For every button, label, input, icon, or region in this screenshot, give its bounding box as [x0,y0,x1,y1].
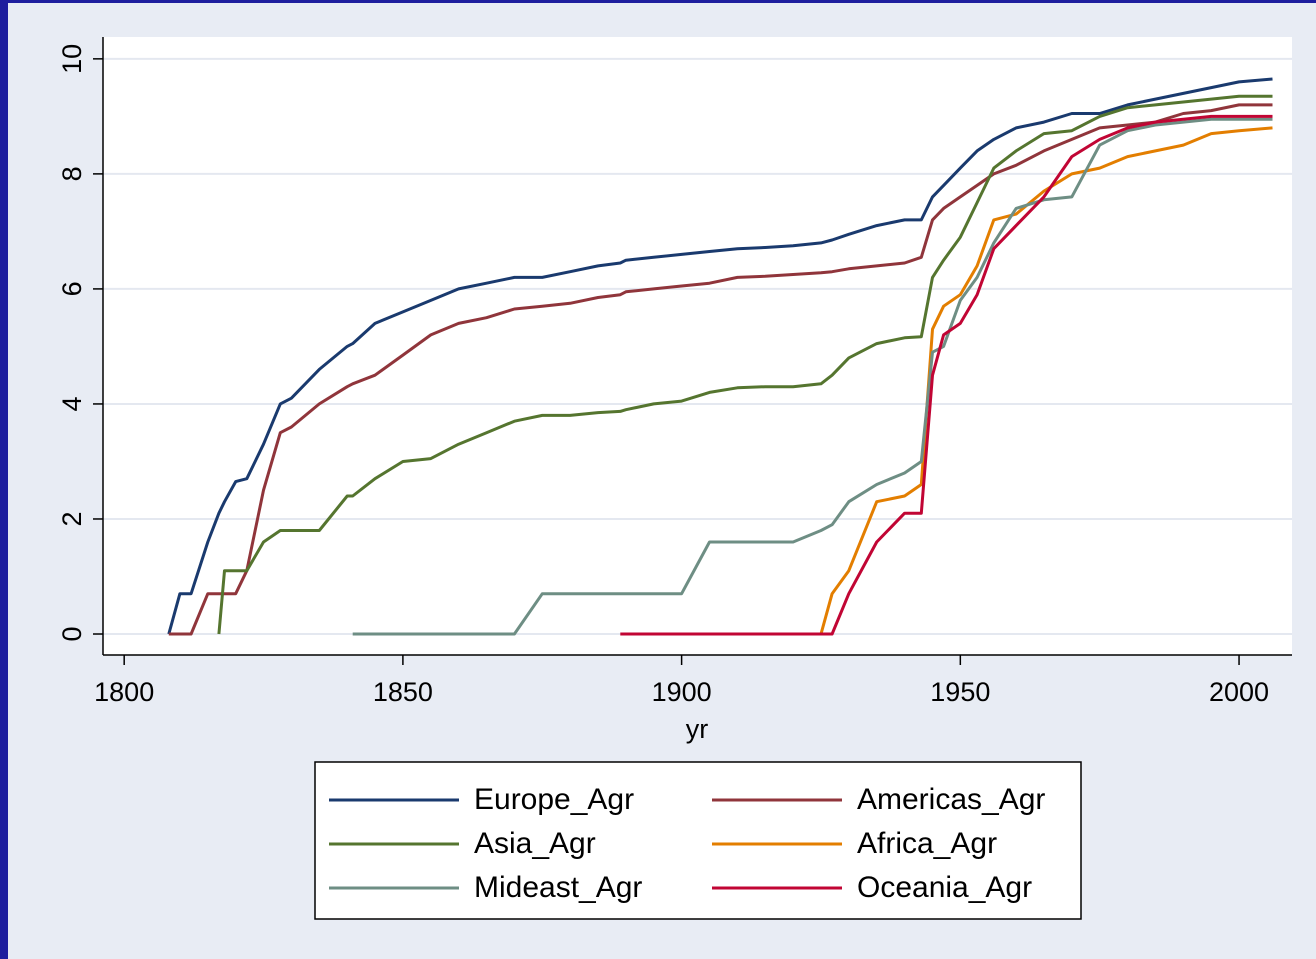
legend-label: Asia_Agr [474,827,596,860]
legend-label: Europe_Agr [474,783,634,816]
frame-edge [0,0,8,959]
x-tick-label: 2000 [1209,677,1269,707]
frame-edge [0,0,1316,3]
y-tick-label: 4 [57,396,87,411]
legend [314,761,1082,920]
y-tick-label: 0 [57,626,87,641]
series-line [352,117,1273,636]
legend-label: Oceania_Agr [857,871,1032,904]
legend-label: Africa_Agr [857,827,997,860]
x-tick-label: 1950 [930,677,990,707]
legend-label: Americas_Agr [857,783,1045,816]
x-tick-label: 1800 [94,677,154,707]
series-line [167,77,1273,635]
x-tick-label: 1850 [373,677,433,707]
series-line [620,114,1273,636]
x-tick-label: 1900 [652,677,712,707]
legend-entries: Europe_Agr Americas_Agr Asia_Agr Africa_Agr… [329,783,1045,904]
series-line [819,126,1273,635]
plot-area [103,37,1292,655]
y-tick-label: 10 [57,44,87,74]
legend-label: Mideast_Agr [474,871,642,904]
y-tick-label: 6 [57,281,87,296]
y-tick-label: 2 [57,511,87,526]
series-line [217,94,1273,635]
series-line [168,103,1273,636]
x-axis-label: yr [686,714,709,744]
y-tick-label: 8 [57,166,87,181]
